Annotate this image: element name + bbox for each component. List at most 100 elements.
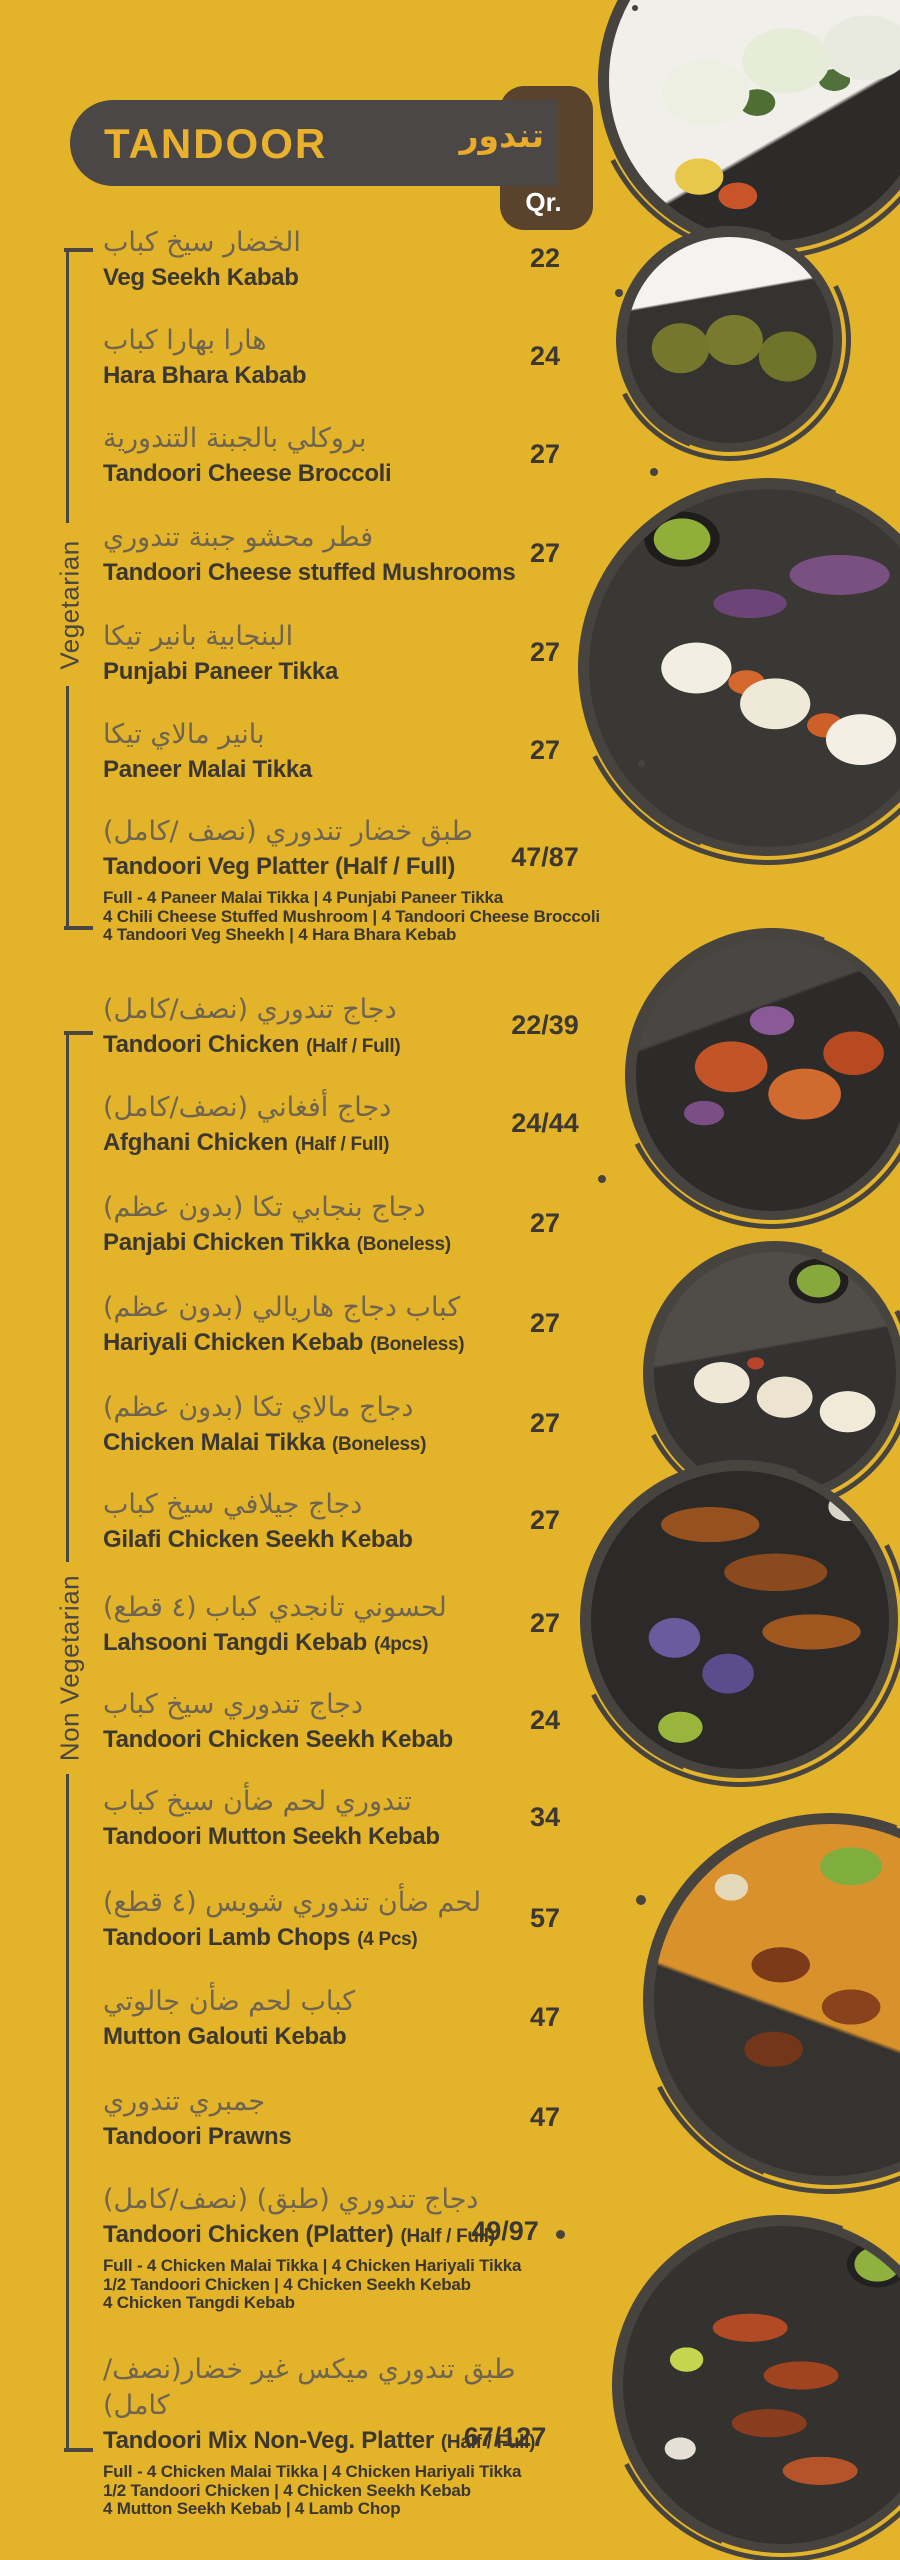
menu-item: فطر محشو جبنة تندوري Tandoori Cheese stu… <box>103 520 573 592</box>
item-price: 27 <box>529 1608 561 1638</box>
item-name-english: Mutton Galouti Kebab <box>103 2023 347 2050</box>
item-description: Full - 4 Chicken Malai Tikka | 4 Chicken… <box>103 2256 522 2312</box>
item-name-english: Veg Seekh Kabab <box>103 264 299 291</box>
menu-item: الخضار سيخ كباب Veg Seekh Kabab 22 <box>103 225 573 297</box>
lamb-chops-photo <box>645 1815 900 2185</box>
tangdi-kebab-photo <box>582 1462 898 1778</box>
item-note: (4pcs) <box>373 1634 429 1655</box>
item-name-arabic: بروكلي بالجبنة التندورية <box>103 423 367 454</box>
menu-item: دجاج تندوري سيخ كباب Tandoori Chicken Se… <box>103 1687 573 1759</box>
veg-seekh-kabab-photo <box>600 0 900 250</box>
menu-item: هارا بهارا كباب Hara Bhara Kabab 24 <box>103 323 573 395</box>
item-name-english: Tandoori Chicken (Half / Full) <box>103 1031 401 1058</box>
item-note: (Boneless) <box>356 1234 451 1255</box>
item-price: 24 <box>529 341 561 371</box>
item-note: (4 Pcs) <box>357 1929 418 1950</box>
veg-bracket-line <box>66 250 69 523</box>
menu-item: تندوري لحم ضأن سيخ كباب Tandoori Mutton … <box>103 1784 573 1856</box>
item-name-english: Tandoori Mutton Seekh Kebab <box>103 1823 440 1850</box>
chicken-malai-tikka-photo <box>645 1243 900 1503</box>
menu-item: دجاج تندوري (نصف/كامل) Tandoori Chicken(… <box>103 992 579 1064</box>
item-price: 24/44 <box>511 1108 579 1138</box>
item-note: (Half / Full) <box>400 2226 495 2247</box>
menu-item: جمبري تندوري Tandoori Prawns 47 <box>103 2084 573 2156</box>
menu-item: لحسوني تانجدي كباب (٤ قطع) Lahsooni Tang… <box>103 1590 573 1662</box>
section-label-non-vegetarian: Non Vegetarian <box>54 1574 85 1762</box>
item-name-arabic: جمبري تندوري <box>103 2086 266 2117</box>
item-price: 57 <box>529 1903 561 1933</box>
tandoori-chicken-photo <box>627 930 900 1220</box>
item-name-english: Panjabi Chicken Tikka (Boneless) <box>103 1229 451 1256</box>
section-label-vegetarian: Vegetarian <box>54 540 85 670</box>
menu-item: دجاج جيلافي سيخ كباب Gilafi Chicken Seek… <box>103 1487 573 1559</box>
item-name-arabic: دجاج مالاي تكا (بدون عظم) <box>103 1392 414 1423</box>
item-name-arabic: طبق تندوري ميكس غير خضار(نصف/كامل) <box>103 2354 516 2421</box>
item-price: 27 <box>529 1408 561 1438</box>
item-name-arabic: هارا بهارا كباب <box>103 325 267 356</box>
item-price: 22/39 <box>511 1010 579 1040</box>
item-price: 67/127 <box>463 2422 547 2452</box>
item-description: Full - 4 Chicken Malai Tikka | 4 Chicken… <box>103 2462 522 2518</box>
item-note: (Boneless) <box>370 1334 465 1355</box>
item-price: 47 <box>529 2102 561 2132</box>
brush-speck <box>632 5 638 11</box>
brush-speck <box>638 760 645 767</box>
paneer-tikka-photo <box>580 480 900 856</box>
item-price: 27 <box>529 1505 561 1535</box>
item-note: (Boneless) <box>331 1434 427 1455</box>
page-title-english: TANDOOR <box>104 120 328 167</box>
item-price: 27 <box>529 1208 561 1238</box>
item-price: 27 <box>529 735 561 765</box>
nonveg-bracket-line <box>66 1774 69 2450</box>
menu-item: دجاج أفغاني (نصف/كامل) Afghani Chicken (H… <box>103 1090 579 1162</box>
item-name-arabic: بانير مالاي تيكا <box>103 719 265 750</box>
item-name-arabic: كباب لحم ضأن جالوتي <box>103 1986 356 2017</box>
item-name-english: Hariyali Chicken Kebab (Boneless) <box>103 1329 465 1356</box>
item-name-english: Afghani Chicken (Half / Full) <box>103 1129 390 1156</box>
item-name-arabic: البنجابية بانير تيكا <box>103 621 294 652</box>
item-name-arabic: دجاج تندوري (طبق) (نصف/كامل) <box>103 2184 479 2215</box>
item-name-english: Punjabi Paneer Tikka <box>103 658 338 685</box>
currency-label: Qr. <box>525 187 562 217</box>
item-name-english: Tandoori Prawns <box>103 2123 292 2150</box>
brush-speck <box>615 289 623 297</box>
item-name-english: Tandoori Mix Non-Veg. Platter (Half / Ful… <box>103 2427 536 2454</box>
item-name-arabic: دجاج تندوري سيخ كباب <box>103 1689 364 1720</box>
menu-item: دجاج تندوري (طبق) (نصف/كامل) Tandoori Ch… <box>103 2182 573 2313</box>
item-price: 27 <box>529 538 561 568</box>
item-price: 22 <box>529 243 561 273</box>
item-name-english: Lahsooni Tangdi Kebab (4pcs) <box>103 1629 429 1656</box>
item-name-english: Tandoori Chicken (Platter) (Half / Full) <box>103 2221 495 2248</box>
item-name-english: Tandoori Chicken Seekh Kebab <box>103 1726 453 1753</box>
menu-item: البنجابية بانير تيكا Punjabi Paneer Tikk… <box>103 619 573 691</box>
item-name-arabic: دجاج أفغاني (نصف/كامل) <box>103 1092 392 1123</box>
menu-item: دجاج مالاي تكا (بدون عظم) Chicken Malai … <box>103 1390 573 1462</box>
item-name-arabic: طبق خضار تندوري (نصف /كامل) <box>103 816 473 847</box>
item-name-english: Paneer Malai Tikka <box>103 756 312 783</box>
menu-item: بانير مالاي تيكا Paneer Malai Tikka 27 <box>103 717 573 789</box>
menu-item: كباب لحم ضأن جالوتي Mutton Galouti Kebab… <box>103 1984 573 2056</box>
item-name-english: Tandoori Veg Platter (Half / Full) <box>103 853 456 880</box>
brush-speck <box>650 468 658 476</box>
item-price: 27 <box>529 439 561 469</box>
item-price: 47/87 <box>511 842 579 872</box>
item-price: 27 <box>529 637 561 667</box>
item-name-arabic: دجاج بنجابي تكا (بدون عظم) <box>103 1192 426 1223</box>
item-name-english: Tandoori Cheese Broccoli <box>103 460 392 487</box>
item-name-arabic: تندوري لحم ضأن سيخ كباب <box>103 1786 412 1817</box>
item-name-arabic: الخضار سيخ كباب <box>103 227 301 258</box>
item-name-english: Chicken Malai Tikka (Boneless) <box>103 1429 427 1456</box>
mixed-grill-platter-photo <box>614 2217 900 2553</box>
nonveg-bracket-top-foot <box>64 1031 93 1035</box>
veg-bracket-line <box>66 686 69 928</box>
menu-item: لحم ضأن تندوري شوبس (٤ قطع) Tandoori Lam… <box>103 1885 573 1957</box>
item-name-arabic: لحسوني تانجدي كباب (٤ قطع) <box>103 1592 447 1623</box>
veg-bracket-top-foot <box>64 248 93 252</box>
item-price: 24 <box>529 1705 561 1735</box>
section-header: TANDOOR تندور <box>70 100 558 186</box>
menu-item: كباب دجاج هاريالي (بدون عظم) Hariyali Ch… <box>103 1290 573 1362</box>
menu-item: بروكلي بالجبنة التندورية Tandoori Cheese… <box>103 421 573 493</box>
item-note: (Half / Full) <box>440 2432 536 2453</box>
item-name-arabic: لحم ضأن تندوري شوبس (٤ قطع) <box>103 1887 482 1918</box>
